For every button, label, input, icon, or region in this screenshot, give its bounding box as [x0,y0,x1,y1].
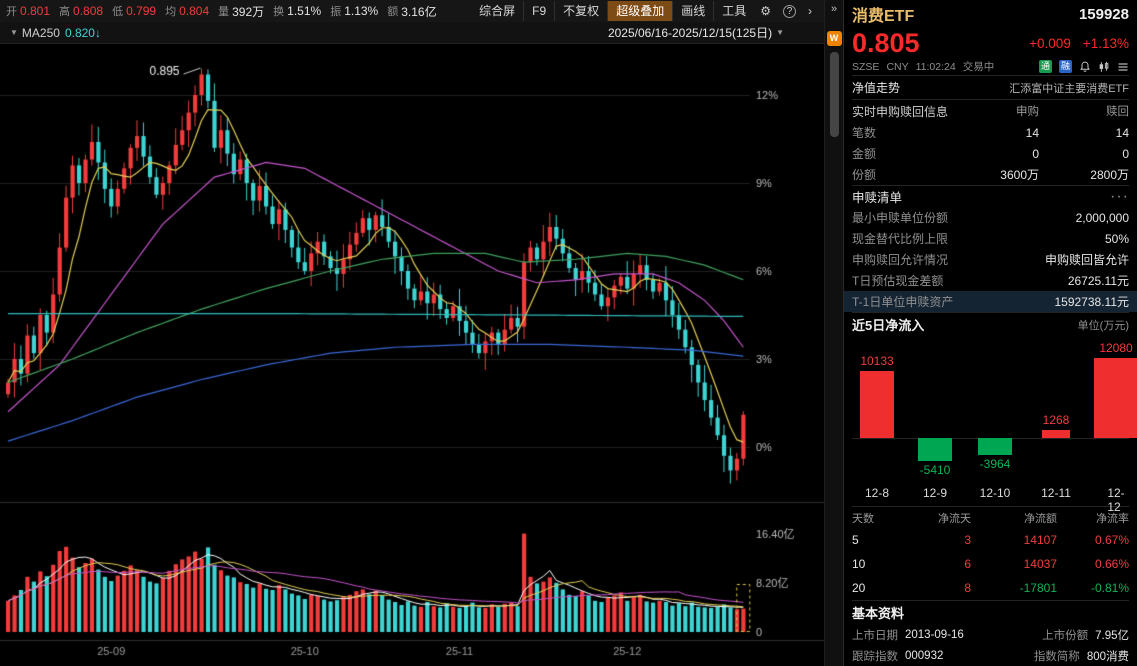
ma-legend-label[interactable]: MA250 [21,25,60,40]
price-change: +0.009 [1029,35,1071,51]
help-glyph: ? [783,4,796,18]
stat-amount: 额 3.16亿 [387,4,437,19]
flow-bar [978,438,1012,455]
stat-amplitude: 振 1.13% [330,4,379,18]
last-price: 0.805 [852,28,920,58]
exchange-label: SZSE [852,60,880,73]
flow-table-row: 5 3 14107 0.67% [852,533,1129,547]
quote-header: 消费ETF 159928 [852,0,1129,28]
ma-legend-value: 0.820↓ [64,25,101,40]
settings-gear-icon[interactable]: ⚙ [760,4,771,18]
stat-high: 高 0.808 [59,4,104,18]
help-icon[interactable]: ? [777,4,802,18]
flow-bar-category: 12-10 [979,486,1011,500]
net-inflow-title: 近5日净流入 [852,318,925,333]
realtime-title: 实时申购赎回信息 [852,104,949,119]
flow-table-row: 20 8 -17801 -0.81% [852,581,1129,595]
redemption-list-header: 申赎清单 ··· [852,185,1129,207]
redemption-row: 申购赎回允许情况 申购赎回皆允许 [852,253,1129,267]
basic-info-row: 跟踪指数 000932 指数简称 800消费 [852,649,1129,663]
flow-bar [918,438,952,461]
date-range-selector[interactable]: 2025/06/16-2025/12/15(125日) [607,26,773,40]
stat-volume: 量 392万 [218,4,265,19]
realtime-row-amount: 金额 0 0 [852,146,1129,162]
flow-bar-category: 12-11 [1041,486,1071,500]
redemption-row: 最小申赎单位份额 2,000,000 [852,210,1129,226]
fund-full-name: 汇添富中证主要消费ETF [1009,82,1129,95]
flow-bar-category: 12-9 [922,486,948,500]
margin-badge: 融 [1059,60,1072,73]
flow-table-row: 10 6 14037 0.66% [852,557,1129,571]
redemption-row-highlighted[interactable]: T-1日单位申赎资产 1592738.11元 [844,291,1137,312]
quote-icons: 通 融 [1039,60,1129,73]
stat-open: 开 0.801 [6,4,51,18]
flow-bar-category: 12-12 [1107,486,1125,514]
panel-scrollbar[interactable]: » W [824,0,843,666]
kline-icon[interactable] [1098,61,1110,73]
more-button[interactable]: ··· [1110,187,1129,205]
chart-pane: 开 0.801 高 0.808 低 0.799 均 0.804 量 392万 换 1.51%… [0,0,824,666]
chart-menu: 综合屏 F9 不复权 超级叠加 画线 工具 ⚙ ? › [471,1,818,21]
basic-info-header: 基本资料 [852,600,1129,624]
realtime-row-count: 笔数 14 14 [852,125,1129,141]
collapse-arrows-icon[interactable]: » [830,3,838,15]
menu-icon[interactable] [1117,61,1129,73]
flow-bar-value: 10133 [860,353,894,368]
realtime-row-shares: 份额 3600万 2800万 [852,168,1129,182]
menu-no-adjust[interactable]: 不复权 [554,1,607,21]
date-range-caret-icon[interactable]: ▼ [776,28,784,37]
quote-time: 11:02:24 [915,60,956,73]
flow-bar-value: 1268 [1042,412,1070,427]
trading-status: 交易中 [962,61,995,73]
kline-volume-chart[interactable] [0,44,824,666]
redemption-title: 申赎清单 [852,191,903,205]
menu-composite-screen[interactable]: 综合屏 [479,4,516,18]
currency-label: CNY [886,60,909,73]
stock-name: 消费ETF [852,8,915,25]
price-row: 0.805 +0.009 +1.13% [852,28,1129,58]
alert-bell-icon[interactable] [1079,61,1091,73]
nav-label: 净值走势 [852,81,901,95]
column-buy: 申购 [1016,106,1039,118]
quote-stats-toolbar: 开 0.801 高 0.808 低 0.799 均 0.804 量 392万 换 1.51%… [0,0,824,22]
flow-bar [860,370,894,438]
flow-bar [1094,358,1137,438]
connect-badge: 通 [1039,60,1052,73]
net-inflow-unit: 单位(万元) [1077,319,1129,332]
market-info-row: SZSE CNY 11:02:24 交易中 通 融 [852,58,1129,76]
menu-f9[interactable]: F9 [523,1,554,21]
stat-avg: 均 0.804 [165,4,210,18]
net-inflow-header: 近5日净流入 单位(万元) [852,312,1129,336]
menu-draw-line[interactable]: 画线 [672,1,713,21]
price-change-percent: +1.13% [1082,35,1129,51]
stat-turnover-rate: 换 1.51% [273,4,322,18]
menu-super-overlay[interactable]: 超级叠加 [607,1,673,21]
scrollbar-thumb[interactable] [829,52,839,137]
flow-bar-category: 12-8 [864,486,890,500]
redemption-row: 现金替代比例上限 50% [852,231,1129,247]
flow-bar-value: -5410 [919,462,951,477]
stock-code: 159928 [1078,5,1129,23]
indicator-toolbar: ▼ MA250 0.820↓ 2025/06/16-2025/12/15(125… [0,22,824,44]
chevron-right-icon[interactable]: › [808,4,812,18]
ma-caret-icon[interactable]: ▼ [10,28,18,37]
redemption-row: T日预估现金差额 26725.11元 [852,274,1129,288]
basic-info-row: 上市日期 2013-09-16 上市份额 7.95亿 [852,628,1129,642]
menu-tools[interactable]: 工具 [713,1,754,21]
net-inflow-chart[interactable]: 10133 12-8 -5410 12-9 -3964 12-10 1268 12-11 120… [852,336,1137,514]
flow-bar-value: -3964 [979,456,1011,471]
flow-table-header: 天数 净流天 净流额 净流率 [852,506,1129,528]
nav-nav-value-trend[interactable]: 净值走势 汇添富中证主要消费ETF [852,76,1129,100]
realtime-section-header: 实时申购赎回信息 申购 赎回 [852,100,1129,122]
column-sell: 赎回 [1106,106,1129,118]
flow-bar [1042,429,1070,438]
flow-bar-value: 12080 [1099,341,1133,355]
app-logo: W [826,31,842,46]
quote-panel: 消费ETF 159928 0.805 +0.009 +1.13% SZSE CN… [843,0,1137,666]
stat-low: 低 0.799 [112,4,157,18]
